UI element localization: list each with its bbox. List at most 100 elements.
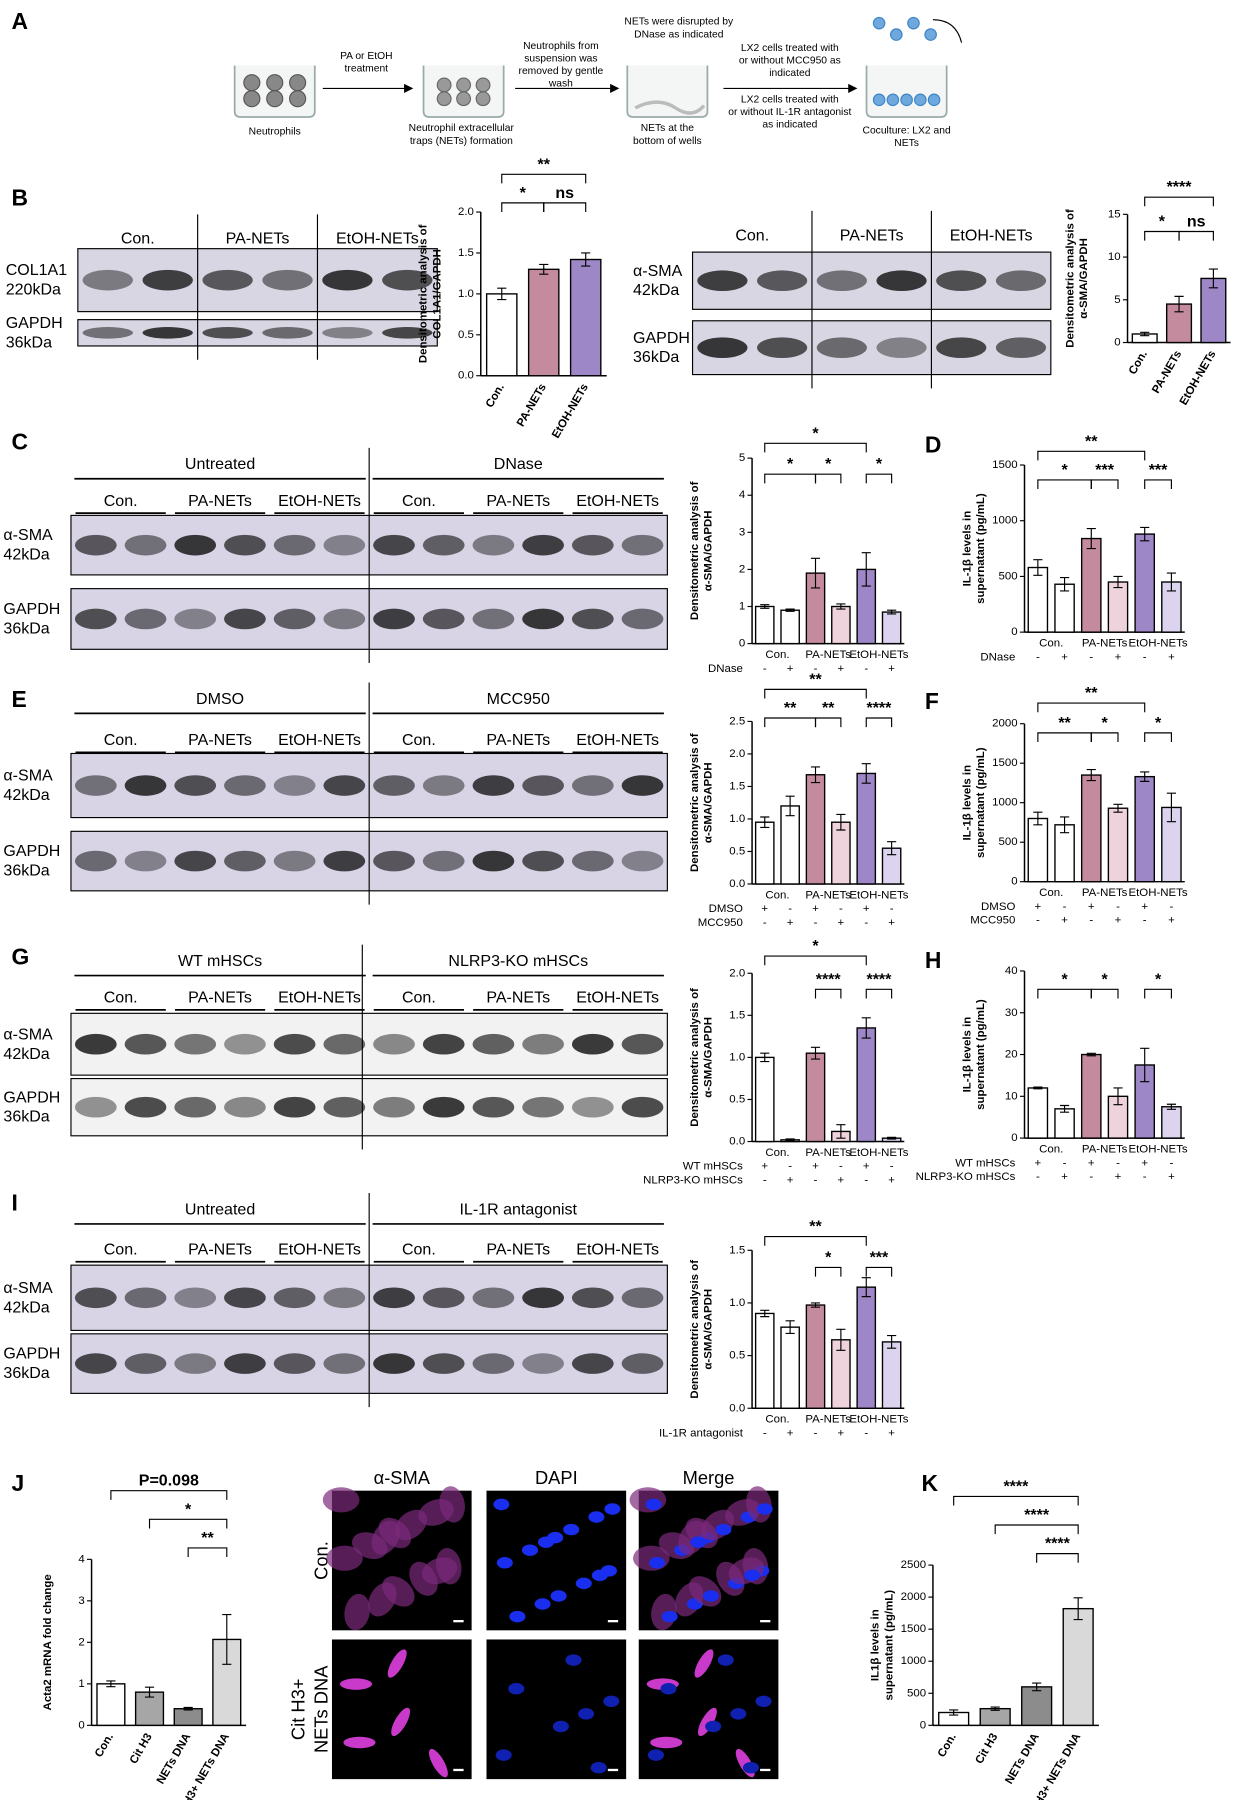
nucleus xyxy=(717,1654,734,1666)
group-label: Untreated xyxy=(185,1200,255,1218)
y-tick-label: 1000 xyxy=(901,1655,926,1667)
panel-letter: A xyxy=(11,8,28,34)
significance-label: **** xyxy=(866,699,892,717)
actin-signal xyxy=(344,1593,370,1631)
panel-letter: F xyxy=(925,688,939,714)
bar xyxy=(881,611,902,645)
band xyxy=(224,1096,266,1118)
error-bar xyxy=(1166,572,1176,592)
band xyxy=(472,775,515,796)
protein-label: GAPDH xyxy=(633,329,690,347)
significance-bracket xyxy=(1178,230,1214,241)
protein-label: COL1A1 xyxy=(6,261,68,279)
panel-letter: C xyxy=(11,428,28,454)
y-tick-label: 4 xyxy=(739,489,746,501)
y-tick-label: 3 xyxy=(78,1595,84,1607)
nucleus xyxy=(744,1569,761,1582)
significance-label: ** xyxy=(201,1529,214,1547)
y-tick-label: 1.5 xyxy=(729,1244,745,1256)
nucleus xyxy=(565,1654,582,1666)
band xyxy=(522,608,564,630)
actin-signal xyxy=(650,1736,683,1749)
significance-label: ** xyxy=(809,1218,822,1236)
group-label: EtOH-NETs xyxy=(1129,638,1188,650)
treatment-sign: + xyxy=(1168,915,1175,927)
size-label: 42kDa xyxy=(633,281,679,299)
band xyxy=(472,1096,515,1118)
schematic-label: PA or EtOH xyxy=(340,51,392,62)
protein-label: α-SMA xyxy=(3,526,53,544)
neutrophil xyxy=(289,74,307,92)
band xyxy=(323,1033,366,1055)
band xyxy=(174,534,217,556)
error-bar xyxy=(1059,1104,1070,1113)
treatment-label: DMSO xyxy=(981,901,1015,913)
band xyxy=(74,534,117,556)
treatment-sign: - xyxy=(763,1427,767,1439)
bar xyxy=(96,1683,126,1727)
significance-label: *** xyxy=(1095,461,1114,479)
significance-bracket xyxy=(1037,732,1092,743)
y-tick-label: 2500 xyxy=(901,1559,926,1571)
band xyxy=(472,1287,515,1309)
error-bar xyxy=(861,1017,871,1039)
bar xyxy=(754,605,775,645)
error-bar xyxy=(760,604,770,609)
band xyxy=(422,1096,465,1118)
band xyxy=(323,1353,366,1374)
well xyxy=(865,65,948,118)
error-bar xyxy=(836,813,846,831)
treatment-label: MCC950 xyxy=(970,915,1015,927)
net-cell xyxy=(475,77,491,93)
significance-label: ns xyxy=(1187,213,1206,231)
nucleus xyxy=(590,1761,607,1774)
band xyxy=(382,269,433,291)
band xyxy=(322,327,373,339)
band xyxy=(224,775,266,796)
band xyxy=(522,534,564,556)
group-label: DMSO xyxy=(196,690,244,708)
error-bar xyxy=(861,1277,871,1298)
significance-label: P=0.098 xyxy=(139,1472,199,1490)
group-label: Con. xyxy=(1039,638,1063,650)
bar xyxy=(1021,1686,1053,1727)
treatment-sign: + xyxy=(838,663,845,675)
nucleus xyxy=(690,1536,707,1548)
band xyxy=(876,270,927,292)
nucleus xyxy=(702,1590,719,1602)
significance-label: * xyxy=(812,424,819,442)
group-label: Con. xyxy=(765,1414,789,1426)
band xyxy=(174,1033,217,1055)
scale-bar xyxy=(607,1620,619,1623)
group-label: PA-NETs xyxy=(1082,887,1128,899)
y-axis-label: IL-1β levels in xyxy=(961,765,973,841)
band xyxy=(995,270,1047,292)
bar xyxy=(1054,1108,1075,1139)
error-bar xyxy=(539,263,549,275)
y-tick-label: 1500 xyxy=(992,757,1017,769)
significance-bracket xyxy=(953,1495,1079,1506)
treatment-sign: + xyxy=(1088,901,1095,913)
y-tick-label: 2 xyxy=(78,1636,84,1648)
net-cell xyxy=(456,77,472,93)
lane-label: Con. xyxy=(402,1241,436,1259)
nucleus xyxy=(509,1610,526,1623)
schematic-label: suspension was xyxy=(524,53,597,64)
schematic-label: NETs were disrupted by xyxy=(624,17,734,28)
error-bar xyxy=(183,1706,193,1711)
actin-signal xyxy=(322,1487,360,1513)
panel-letter: J xyxy=(11,1470,24,1496)
band xyxy=(224,534,266,556)
band xyxy=(174,850,217,872)
y-axis-label: Densitometric analysis of xyxy=(689,481,701,620)
size-label: 42kDa xyxy=(3,546,49,564)
y-tick-label: 1000 xyxy=(992,515,1017,527)
significance-label: *** xyxy=(1149,461,1168,479)
error-bar xyxy=(1174,295,1184,313)
band xyxy=(876,337,927,358)
treatment-sign: + xyxy=(1035,1157,1042,1169)
treatment-sign: - xyxy=(1063,1157,1067,1169)
error-bar xyxy=(949,1709,959,1716)
treatment-sign: - xyxy=(1089,651,1093,663)
significance-label: * xyxy=(812,937,819,955)
